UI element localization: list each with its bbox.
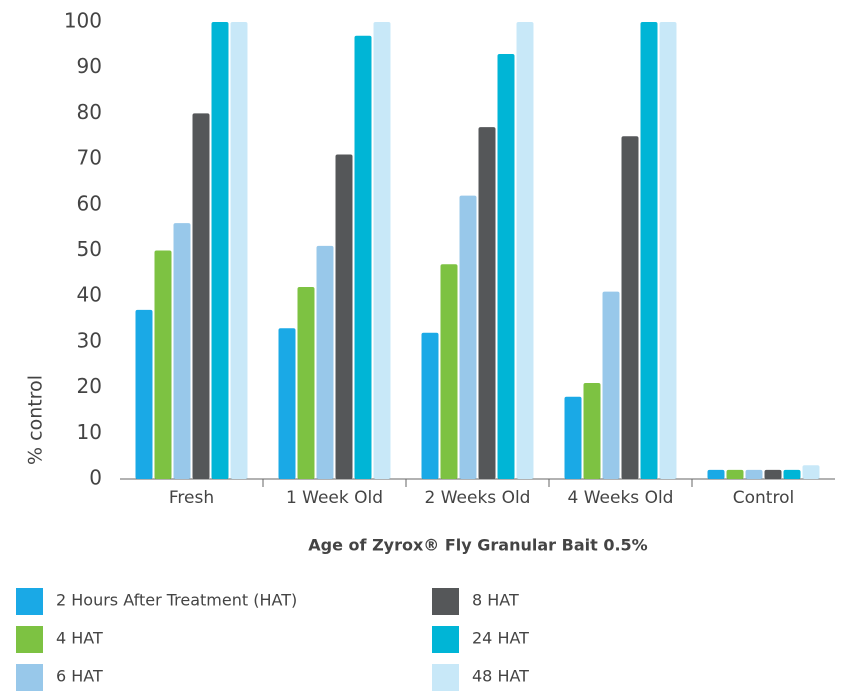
bar [564,396,582,479]
bar [211,22,229,479]
bar [421,332,439,479]
legend-swatch [432,588,459,615]
y-tick-label: 50 [77,237,102,261]
legend-swatch [16,664,43,691]
y-tick-label: 30 [77,328,102,352]
bar [783,469,801,479]
bar [335,154,353,479]
legend-swatch [432,626,459,653]
legend-label: 8 HAT [472,591,519,610]
x-tick-label: 1 Week Old [286,488,383,508]
bar [230,22,248,479]
x-axis-title: Age of Zyrox® Fly Granular Bait 0.5% [308,536,647,555]
legend-label: 2 Hours After Treatment (HAT) [56,591,297,610]
legend-swatch [432,664,459,691]
y-tick-label: 40 [77,283,102,307]
y-axis-title: % control [25,375,47,465]
bar [745,469,763,479]
bar [621,136,639,479]
bar [726,469,744,479]
bar [173,223,191,479]
y-tick-label: 80 [77,100,102,124]
y-tick-label: 90 [77,54,102,78]
bar [440,264,458,479]
x-tick-label: Control [733,488,794,508]
bar [478,127,496,480]
bar [659,22,677,479]
legend-label: 4 HAT [56,629,103,648]
legend-label: 6 HAT [56,667,103,686]
bar [802,465,820,479]
bar [459,195,477,479]
bar [707,469,725,479]
bar [297,287,315,479]
bar [764,469,782,479]
y-tick-label: 70 [77,146,102,170]
legend-label: 48 HAT [472,667,529,686]
x-tick-label: 4 Weeks Old [568,488,674,508]
x-tick-label: 2 Weeks Old [425,488,531,508]
bar [516,22,534,479]
y-tick-label: 20 [77,374,102,398]
bar [278,328,296,479]
bar [602,291,620,479]
legend-swatch [16,588,43,615]
bar [497,53,515,480]
legend-swatch [16,626,43,653]
y-tick-label: 10 [77,420,102,444]
bar [316,245,334,479]
bar [192,113,210,480]
x-tick-label: Fresh [169,488,214,508]
bar [640,22,658,479]
y-tick-label: 100 [64,9,102,33]
y-tick-label: 60 [77,191,102,215]
bar [583,383,601,479]
bar [154,250,172,479]
bar [373,22,391,479]
legend-label: 24 HAT [472,629,529,648]
bar [135,309,153,479]
y-tick-label: 0 [89,466,102,490]
bar [354,35,372,480]
